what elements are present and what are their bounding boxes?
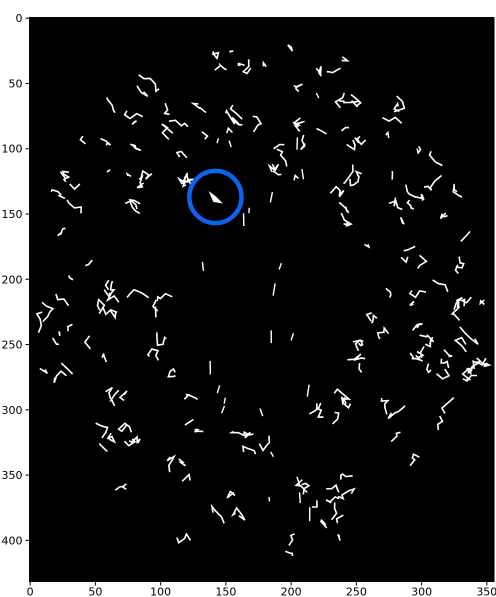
edge-fragment <box>300 492 301 503</box>
chart: 0 50 100 150 200 250 300 350 0 50 100 150 200 250 300 3… <box>0 0 496 597</box>
edge-fragment <box>269 497 270 501</box>
x-tick-label: 150 <box>215 586 236 597</box>
y-tick-label: 200 <box>2 273 23 286</box>
y-tick-label: 300 <box>2 404 23 417</box>
y-tick-label: 0 <box>16 12 23 25</box>
x-tick-label: 0 <box>27 586 34 597</box>
x-tick-label: 300 <box>411 586 432 597</box>
x-tick-label: 200 <box>281 586 302 597</box>
y-tick-label: 250 <box>2 339 23 352</box>
x-tick-label: 250 <box>346 586 367 597</box>
x-tick-label: 350 <box>476 586 496 597</box>
x-tick-label: 50 <box>88 586 102 597</box>
edge-fragment <box>230 51 233 52</box>
y-tick-label: 400 <box>2 534 23 547</box>
y-tick-label: 100 <box>2 143 23 156</box>
y-tick-label: 350 <box>2 469 23 482</box>
y-tick-label: 50 <box>9 77 23 90</box>
x-tick-label: 100 <box>150 586 171 597</box>
edge-fragment <box>59 331 60 335</box>
y-tick-label: 150 <box>2 208 23 221</box>
